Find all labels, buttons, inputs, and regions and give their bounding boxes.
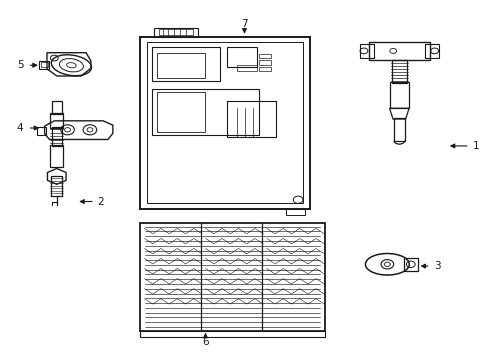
- Bar: [157, 92, 205, 132]
- Bar: [159, 29, 193, 36]
- Bar: [52, 101, 61, 114]
- Text: 1: 1: [472, 141, 478, 151]
- Bar: [154, 28, 198, 37]
- Bar: [50, 113, 63, 128]
- Text: 3: 3: [433, 261, 440, 271]
- Bar: [52, 127, 61, 146]
- Bar: [227, 47, 256, 67]
- Text: 2: 2: [97, 197, 104, 207]
- Bar: [259, 54, 271, 58]
- Bar: [50, 145, 63, 167]
- Bar: [37, 127, 46, 135]
- Bar: [259, 60, 271, 64]
- Bar: [147, 42, 303, 203]
- Text: 6: 6: [202, 337, 208, 347]
- Bar: [51, 176, 62, 196]
- Bar: [393, 118, 404, 140]
- Bar: [140, 37, 310, 209]
- Bar: [237, 65, 256, 71]
- Bar: [39, 61, 49, 69]
- Bar: [391, 60, 406, 83]
- Text: 5: 5: [17, 60, 23, 70]
- Bar: [152, 89, 259, 135]
- Bar: [227, 101, 276, 137]
- Text: 4: 4: [17, 123, 23, 133]
- Bar: [389, 82, 408, 108]
- Bar: [152, 47, 220, 81]
- Bar: [140, 223, 325, 330]
- Text: 7: 7: [241, 19, 247, 29]
- Bar: [285, 209, 305, 215]
- Bar: [157, 53, 205, 78]
- Bar: [41, 62, 47, 67]
- Bar: [140, 330, 325, 337]
- Bar: [259, 67, 271, 71]
